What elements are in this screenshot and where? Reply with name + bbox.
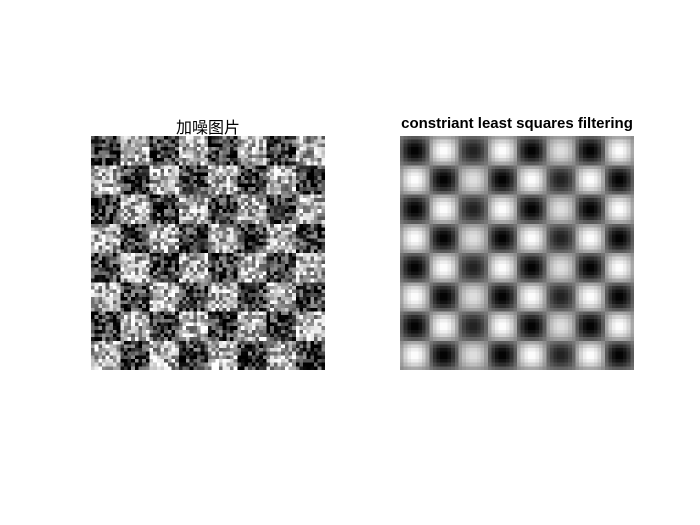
noisy-image-title: 加噪图片 <box>175 118 240 137</box>
filtered-image-title: constriant least squares filtering <box>401 115 633 132</box>
filtered-checkerboard-image <box>400 136 634 370</box>
filtered-image-panel: constriant least squares filtering <box>380 110 654 371</box>
noisy-image-panel: 加噪图片 <box>91 110 325 371</box>
noisy-checkerboard-image <box>91 136 325 370</box>
